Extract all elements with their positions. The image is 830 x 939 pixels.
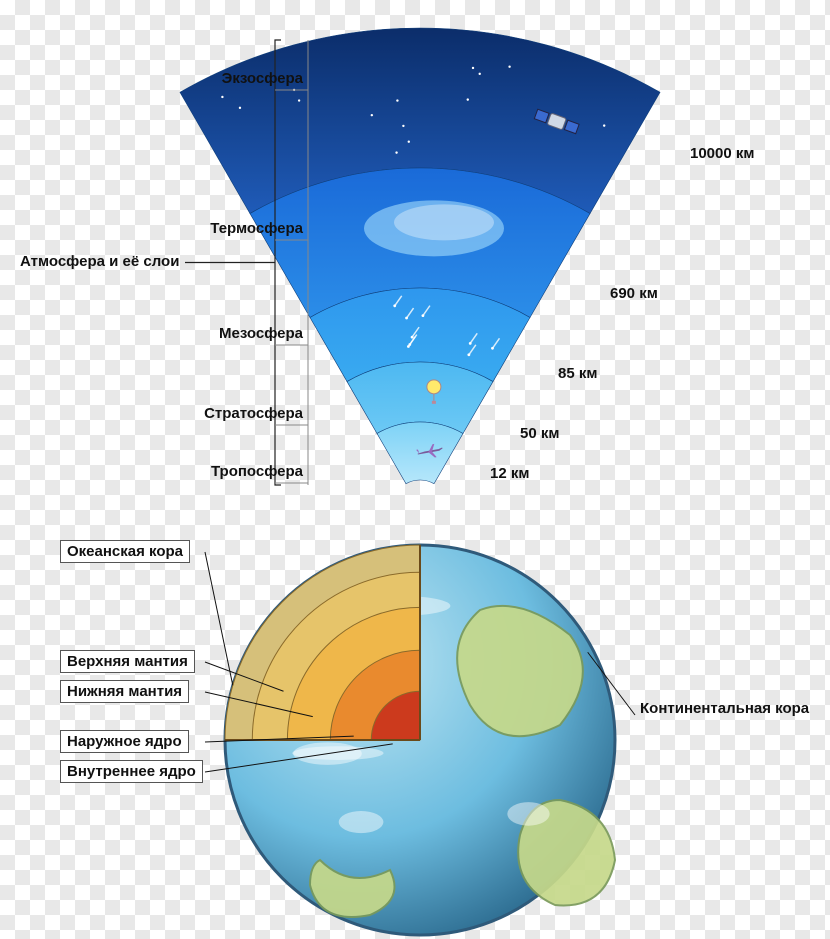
layer-alt-thermosphere: 690 км bbox=[610, 285, 658, 302]
earth-label-inner-core: Внутреннее ядро bbox=[60, 760, 203, 783]
diagram-svg bbox=[0, 0, 830, 939]
atmosphere-group-label: Атмосфера и её слои bbox=[20, 253, 179, 270]
earth-label-continental-crust: Континентальная кора bbox=[640, 700, 809, 717]
earth-label-upper-mantle: Верхняя мантия bbox=[60, 650, 195, 673]
earth-label-outer-core: Наружное ядро bbox=[60, 730, 189, 753]
layer-alt-exosphere: 10000 км bbox=[690, 145, 754, 162]
layer-alt-stratosphere: 50 км bbox=[520, 425, 559, 442]
earth-label-oceanic-crust: Океанская кора bbox=[60, 540, 190, 563]
earth-label-lower-mantle: Нижняя мантия bbox=[60, 680, 189, 703]
layer-alt-troposphere: 12 км bbox=[490, 465, 529, 482]
layer-alt-mesosphere: 85 км bbox=[558, 365, 597, 382]
